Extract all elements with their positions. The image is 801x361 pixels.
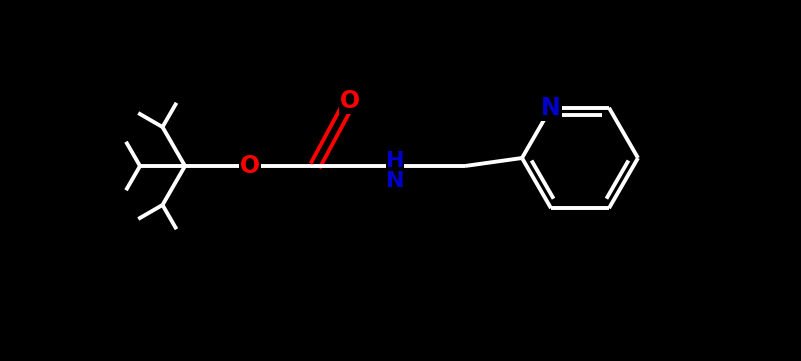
Text: N: N bbox=[386, 171, 405, 191]
Text: H: H bbox=[386, 151, 405, 171]
Text: O: O bbox=[240, 154, 260, 178]
Text: N: N bbox=[541, 96, 561, 120]
Text: O: O bbox=[340, 89, 360, 113]
